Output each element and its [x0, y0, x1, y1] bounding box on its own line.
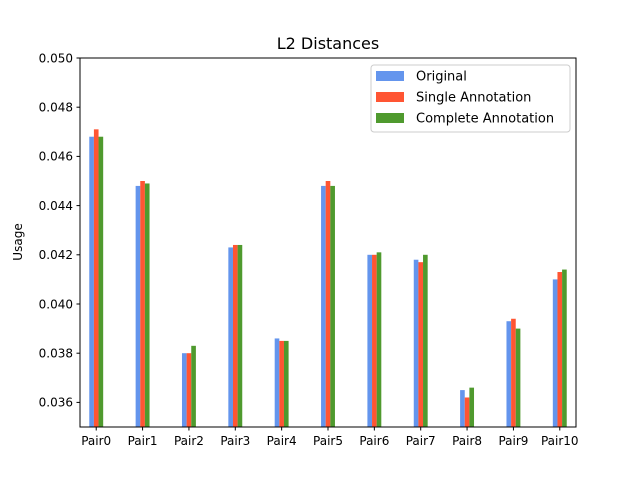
bar-original-pair9 [506, 321, 512, 427]
bar-single-annotation-pair4 [279, 340, 284, 427]
legend-label: Complete Annotation [416, 112, 554, 127]
bar-single-annotation-pair2 [186, 353, 192, 427]
legend-swatch [376, 71, 404, 81]
bar-complete-annotation-pair4 [283, 340, 289, 427]
legend-frame [370, 64, 571, 133]
x-axis: Pair0 Pair1 Pair2 Pair3 Pair4 Pair5 Pair6 Pair7… [81, 427, 579, 448]
bar-original-pair10 [552, 279, 558, 427]
legend-swatch [376, 113, 404, 123]
bar-complete-annotation-pair1 [144, 183, 150, 427]
x-tick-label: Pair8 [452, 434, 482, 448]
legend: Original Single Annotation Complete Annota… [370, 64, 571, 133]
y-tick-label: 0.046 [39, 150, 73, 164]
chart-title: L2 Distances [277, 34, 379, 53]
x-tick-label: Pair5 [313, 434, 343, 448]
x-tick-label: Pair0 [81, 434, 111, 448]
y-axis: 0.036 0.038 0.040 0.042 0.044 0.046 0.048 0.050 [39, 51, 80, 410]
bar-single-annotation-pair1 [140, 181, 145, 427]
bar-original-pair1 [135, 185, 141, 427]
x-tick-label: Pair1 [128, 434, 158, 448]
bar-original-pair7 [413, 259, 419, 427]
bar-complete-annotation-pair9 [515, 328, 521, 427]
legend-label: Original [416, 70, 467, 85]
bar-single-annotation-pair5 [325, 181, 331, 427]
bar-complete-annotation-pair3 [237, 244, 243, 427]
bar-complete-annotation-pair7 [423, 254, 428, 427]
x-tick-label: Pair2 [174, 434, 204, 448]
x-tick-label: Pair9 [498, 434, 528, 448]
bar-complete-annotation-pair0 [98, 136, 104, 427]
bar-original-pair2 [181, 353, 187, 427]
bar-single-annotation-pair10 [557, 272, 563, 427]
x-tick-label: Pair10 [541, 434, 579, 448]
y-tick-label: 0.050 [39, 51, 73, 65]
y-tick-label: 0.042 [39, 248, 73, 262]
y-tick-label: 0.036 [39, 396, 73, 410]
x-tick-label: Pair4 [267, 434, 297, 448]
bar-complete-annotation-pair2 [191, 345, 196, 427]
y-axis-label: Usage [11, 223, 25, 260]
bar-single-annotation-pair9 [511, 318, 516, 427]
y-tick-label: 0.038 [39, 347, 73, 361]
y-tick-label: 0.044 [39, 199, 73, 213]
bar-original-pair4 [274, 338, 280, 427]
x-tick-label: Pair3 [220, 434, 250, 448]
y-tick-label: 0.048 [39, 101, 73, 115]
bar-original-pair0 [89, 136, 94, 427]
x-tick-label: Pair6 [359, 434, 389, 448]
bar-original-pair3 [228, 247, 233, 427]
x-tick-label: Pair7 [406, 434, 436, 448]
legend-swatch [376, 92, 404, 102]
bar-original-pair6 [367, 254, 373, 427]
bar-original-pair8 [460, 390, 465, 427]
bar-single-annotation-pair8 [464, 397, 470, 427]
y-tick-label: 0.040 [39, 297, 73, 311]
bar-single-annotation-pair0 [93, 129, 99, 427]
bar-complete-annotation-pair10 [562, 269, 567, 427]
bar-single-annotation-pair7 [418, 262, 424, 427]
bar-original-pair5 [321, 185, 326, 427]
bar-complete-annotation-pair8 [469, 387, 475, 427]
legend-label: Single Annotation [416, 91, 531, 106]
bar-single-annotation-pair6 [372, 254, 377, 427]
bar-complete-annotation-pair5 [330, 185, 335, 427]
bars-group [89, 129, 567, 427]
bar-single-annotation-pair3 [232, 244, 238, 427]
bar-complete-annotation-pair6 [376, 252, 382, 427]
